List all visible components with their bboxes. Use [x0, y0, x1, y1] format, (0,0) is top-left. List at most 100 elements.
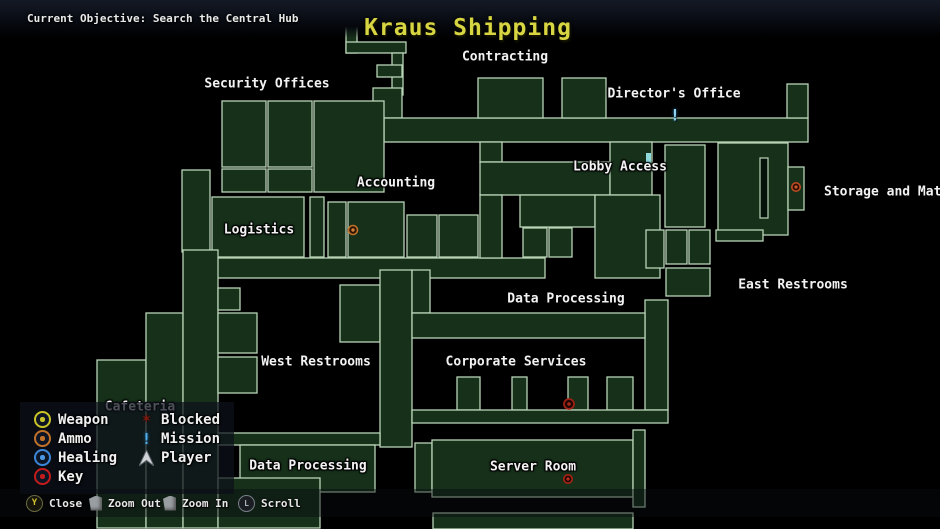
map-room — [327, 201, 347, 258]
map-corridor — [644, 299, 669, 411]
left-trigger-icon — [89, 495, 102, 511]
gamepad-y-icon: Y — [26, 494, 43, 512]
zoom-out-button[interactable]: Zoom Out — [89, 494, 161, 512]
map-room — [414, 442, 433, 493]
scroll-button[interactable]: L Scroll — [238, 494, 301, 512]
map-room — [406, 214, 438, 258]
map-corridor — [715, 229, 764, 242]
room-label-corporate-services: Corporate Services — [445, 354, 587, 370]
room-label-east-restrooms: East Restrooms — [738, 277, 848, 293]
right-trigger-icon — [163, 495, 176, 511]
bottom-bar — [0, 489, 940, 517]
map-corridor — [479, 141, 503, 163]
map-room — [221, 168, 267, 193]
zoom-in-button[interactable]: Zoom In — [163, 494, 228, 512]
close-label: Close — [49, 496, 83, 510]
legend-label: Weapon — [58, 411, 109, 428]
map-room — [217, 287, 241, 311]
map-corridor — [411, 269, 431, 314]
map-room — [267, 100, 313, 168]
map-corridor — [479, 194, 503, 259]
player-icon — [138, 448, 155, 466]
healing-door-marker — [646, 153, 651, 164]
map-room — [431, 439, 634, 498]
map-corridor — [379, 269, 413, 448]
map-room — [267, 168, 313, 193]
legend-label: Healing — [58, 449, 118, 466]
map-room — [786, 83, 809, 119]
legend-item-blocked: ✶ Blocked — [139, 410, 220, 429]
room-label-logistics: Logistics — [223, 222, 295, 238]
legend-label: Ammo — [58, 430, 92, 447]
map-room — [313, 100, 385, 193]
map-room — [345, 41, 407, 54]
room-label-server-room: Server Room — [489, 459, 577, 475]
map-room — [477, 77, 544, 119]
rooms — [96, 7, 809, 529]
map-room — [665, 229, 688, 265]
legend-label: Player — [161, 449, 212, 466]
ammo-marker — [790, 182, 801, 193]
zoom-out-label: Zoom Out — [108, 496, 161, 510]
legend-label: Mission — [161, 430, 221, 447]
map-corridor — [411, 312, 646, 339]
mission-marker-icon: ! — [670, 105, 680, 125]
map-room — [217, 312, 258, 354]
map-room — [221, 100, 267, 168]
left-stick-icon: L — [238, 494, 255, 512]
map-corridor — [181, 169, 211, 253]
page-title: Kraus Shipping — [364, 15, 572, 41]
map-room — [217, 477, 321, 529]
map-corridor — [411, 409, 669, 424]
room-label-security-offices: Security Offices — [204, 76, 330, 92]
map-room — [609, 141, 653, 196]
map-room — [664, 144, 706, 228]
legend-item-healing: Healing — [34, 448, 117, 467]
zoom-in-label: Zoom In — [182, 496, 229, 510]
blocked-icon: ✶ — [141, 412, 152, 427]
weapon-icon — [34, 411, 51, 428]
close-button[interactable]: Y Close — [26, 494, 82, 512]
legend-item-mission: ! Mission — [139, 429, 220, 448]
room-label-west-restrooms: West Restrooms — [261, 354, 371, 370]
map-room — [217, 356, 258, 394]
room-label-data-processing-lower: Data Processing — [249, 458, 367, 474]
map-room — [339, 284, 381, 343]
room-label-data-processing-upper: Data Processing — [507, 291, 625, 307]
map-room — [438, 214, 479, 258]
legend-label: Blocked — [161, 411, 221, 428]
current-objective: Current Objective: Search the Central Hu… — [27, 12, 299, 25]
map-corridor — [217, 432, 381, 446]
map-corridor — [383, 117, 809, 143]
map-corridor — [189, 257, 546, 279]
key-icon — [34, 468, 51, 485]
map-room — [456, 376, 481, 411]
scroll-label: Scroll — [261, 496, 301, 510]
map-room — [432, 512, 634, 529]
ammo-icon — [34, 430, 51, 447]
key-marker — [562, 473, 573, 484]
map-room — [717, 142, 789, 236]
map-room — [511, 376, 528, 411]
map-room — [632, 429, 646, 508]
key-marker — [563, 398, 575, 410]
map-room — [522, 227, 548, 258]
legend-item-player: Player — [138, 448, 212, 467]
map-room — [561, 77, 607, 119]
room-label-storage: Storage and Mate — [824, 184, 940, 200]
map-wall-slot — [759, 157, 769, 219]
legend-panel — [20, 402, 234, 494]
map-room — [519, 194, 596, 228]
room-label-lobby-access: Lobby Access — [573, 159, 667, 175]
map-room — [606, 376, 634, 411]
legend-item-weapon: Weapon — [34, 410, 109, 429]
legend-label: Key — [58, 468, 84, 485]
map-room — [548, 227, 573, 258]
map-room — [665, 267, 711, 297]
map-room — [479, 161, 611, 196]
room-label-accounting: Accounting — [356, 175, 436, 191]
ammo-marker — [347, 224, 359, 236]
map-room — [376, 64, 403, 78]
